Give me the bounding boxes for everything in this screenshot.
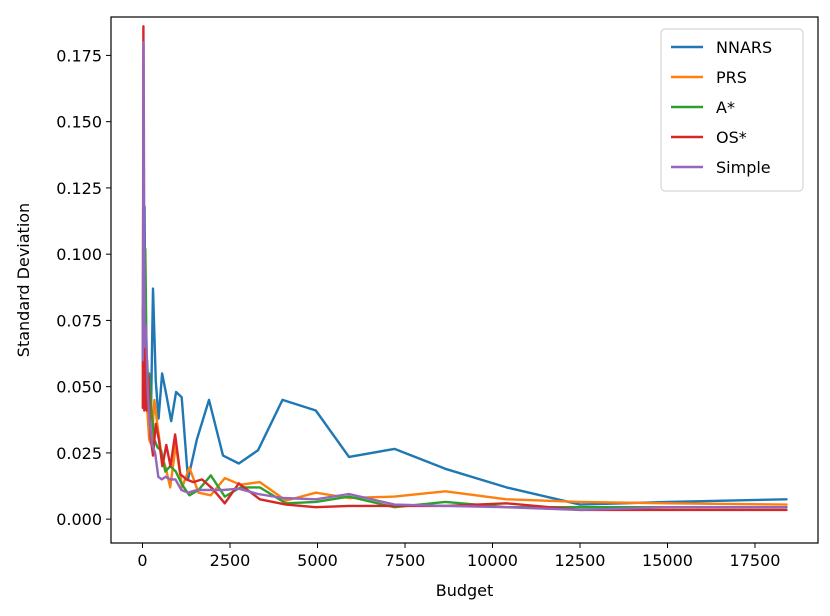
legend-label-os: OS*: [716, 128, 747, 147]
x-tick-label: 17500: [730, 551, 781, 570]
x-axis: 0 2500 5000 7500 10000 12500 15000 17500: [137, 543, 780, 570]
legend-box: [660, 28, 804, 192]
y-axis: 0.000 0.025 0.050 0.075 0.100 0.125 0.150 0.175: [56, 46, 111, 529]
x-tick-label: 2500: [210, 551, 251, 570]
y-tick-label: 0.100: [56, 245, 102, 264]
x-tick-label: 0: [137, 551, 147, 570]
plot-frame: [110, 16, 819, 544]
legend-label-simple: Simple: [716, 158, 771, 177]
legend-label-prs: PRS: [716, 68, 747, 87]
x-axis-title: Budget: [436, 581, 494, 600]
x-tick-label: 15000: [642, 551, 693, 570]
series-line-simple: [141, 41, 788, 512]
x-tick-label: 12500: [555, 551, 606, 570]
y-tick-label: 0.000: [56, 510, 102, 529]
y-tick-label: 0.050: [56, 378, 102, 397]
x-tick-label: 10000: [467, 551, 518, 570]
y-axis-title: Standard Deviation: [14, 203, 33, 357]
y-tick-label: 0.025: [56, 444, 102, 463]
y-tick-label: 0.150: [56, 113, 102, 132]
legend: NNARS PRS A* OS* Simple: [660, 28, 804, 192]
legend-label-nnars: NNARS: [716, 38, 772, 57]
x-tick-label: 5000: [297, 551, 338, 570]
legend-label-a: A*: [716, 98, 735, 117]
y-tick-label: 0.125: [56, 179, 102, 198]
y-tick-label: 0.075: [56, 311, 102, 330]
y-tick-label: 0.175: [56, 46, 102, 65]
x-tick-label: 7500: [385, 551, 426, 570]
plot-area: [110, 16, 819, 544]
series-group: [141, 25, 788, 512]
